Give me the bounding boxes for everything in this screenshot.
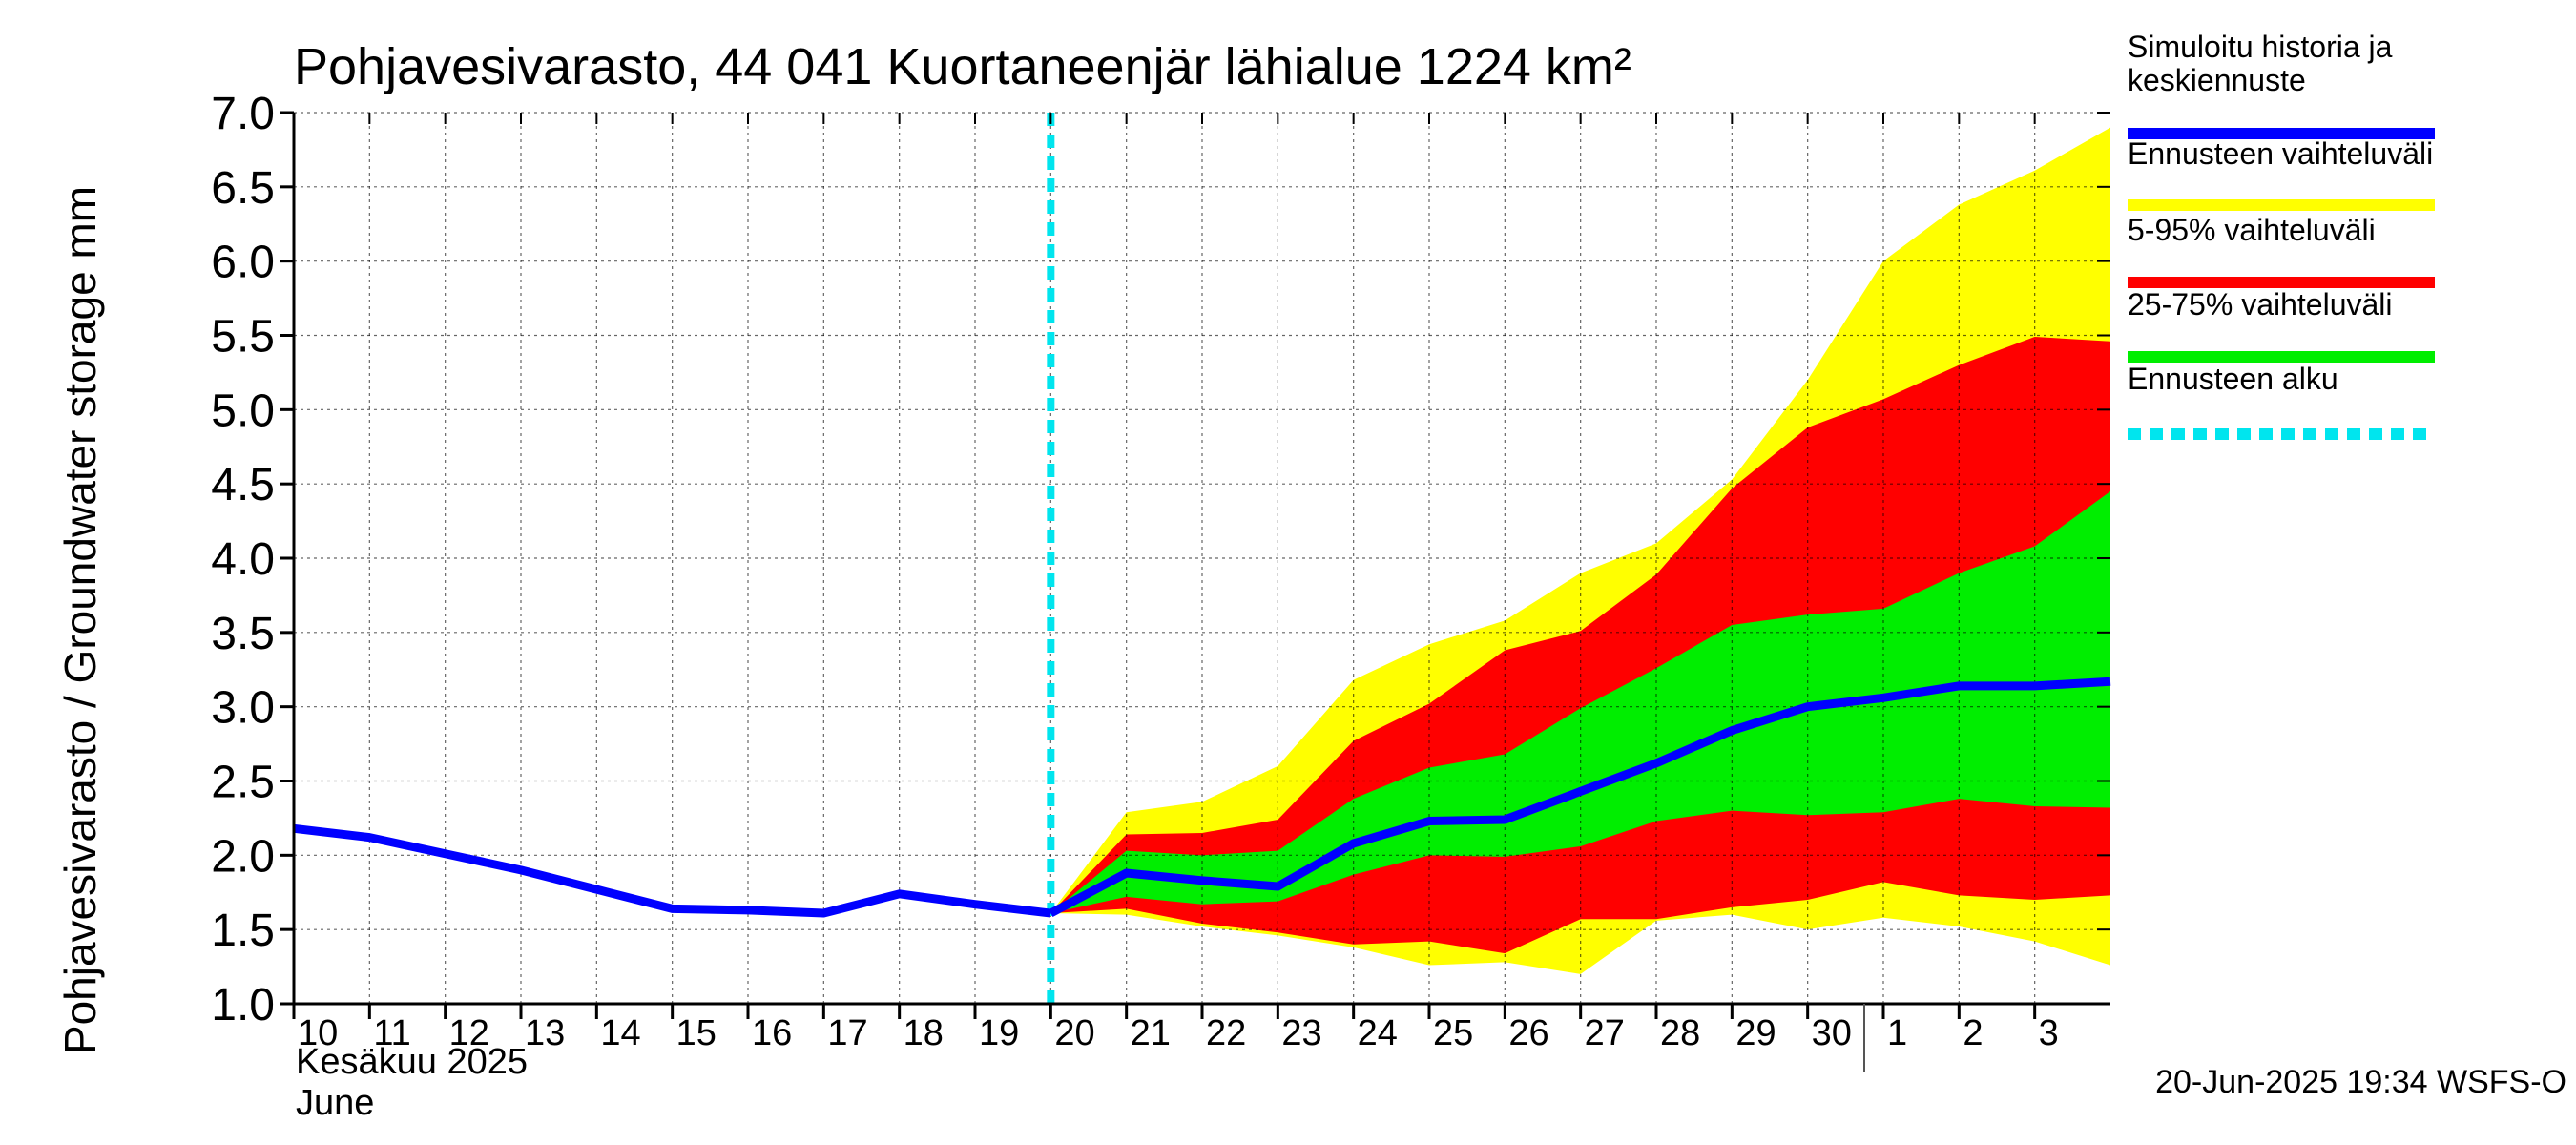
x-tick-label: 23 (1281, 1013, 1321, 1053)
footer-timestamp: 20-Jun-2025 19:34 WSFS-O (2155, 1064, 2566, 1100)
x-tick-label: 15 (676, 1013, 717, 1053)
legend-label: Ennusteen vaihteluväli (2128, 136, 2433, 171)
x-tick-label: 2 (1963, 1013, 1983, 1053)
chart-title: Pohjavesivarasto, 44 041 Kuortaneenjär l… (294, 38, 1631, 95)
x-tick-label: 13 (525, 1013, 565, 1053)
x-tick-label: 30 (1812, 1013, 1852, 1053)
x-tick-label: 26 (1508, 1013, 1548, 1053)
y-tick-label: 4.5 (211, 460, 275, 510)
legend: Simuloitu historia jakeskiennusteEnnuste… (2128, 30, 2435, 440)
legend-item: 5-95% vaihteluväli (2128, 213, 2435, 288)
x-tick-label: 21 (1131, 1013, 1171, 1053)
x-tick-label: 25 (1433, 1013, 1473, 1053)
x-axis-month-label: Kesäkuu 2025 (296, 1042, 528, 1082)
x-tick-label: 3 (2039, 1013, 2059, 1053)
history-line (293, 823, 1051, 918)
y-tick-label: 2.5 (211, 758, 275, 808)
legend-item: Ennusteen vaihteluväli (2128, 136, 2435, 211)
x-tick-label: 28 (1660, 1013, 1700, 1053)
legend-label: Simuloitu historia ja (2128, 30, 2393, 64)
y-axis-label: Pohjavesivarasto / Groundwater storage m… (55, 186, 105, 1054)
x-axis-month-label-english: June (296, 1083, 374, 1123)
y-tick-label: 1.5 (211, 906, 275, 956)
y-tick-label: 5.0 (211, 385, 275, 436)
x-tick-label: 29 (1735, 1013, 1776, 1053)
y-tick-label: 7.0 (211, 89, 275, 139)
x-tick-label: 16 (752, 1013, 792, 1053)
percentile-25-75-band (1050, 490, 2110, 914)
y-tick-label: 6.5 (211, 163, 275, 214)
x-tick-label: 10 (298, 1013, 338, 1053)
y-tick-label: 5.5 (211, 312, 275, 363)
plot-area (293, 112, 2111, 1005)
forecast-median-line (1049, 677, 2111, 918)
y-tick-label: 6.0 (211, 238, 275, 288)
x-tick-label: 24 (1358, 1013, 1398, 1053)
legend-label: Ennusteen alku (2128, 362, 2338, 396)
x-tick-label: 12 (449, 1013, 489, 1053)
legend-label: 25-75% vaihteluväli (2128, 287, 2393, 322)
y-tick-label: 4.0 (211, 534, 275, 585)
y-tick-label: 3.5 (211, 609, 275, 659)
y-tick-label: 2.0 (211, 831, 275, 882)
x-tick-label: 20 (1054, 1013, 1094, 1053)
axes: 1.0 1.5 2.0 2.5 3.0 3.5 4.0 4.5 5.0 5.5 6.0 6.5 7.0 1… (211, 89, 2110, 1072)
y-tick-label: 1.0 (211, 980, 275, 1030)
x-tick-label: 11 (373, 1013, 410, 1053)
x-tick-label: 19 (979, 1013, 1019, 1053)
x-tick-label: 18 (904, 1013, 944, 1053)
legend-item: 25-75% vaihteluväli (2128, 287, 2435, 363)
x-tick-label: 14 (600, 1013, 640, 1053)
x-tick-label: 22 (1206, 1013, 1246, 1053)
legend-label: 5-95% vaihteluväli (2128, 213, 2376, 247)
legend-item: Ennusteen alku (2128, 362, 2435, 440)
x-tick-label: 17 (827, 1013, 867, 1053)
legend-label: keskiennuste (2128, 63, 2306, 97)
x-tick-label: 1 (1887, 1013, 1907, 1053)
y-tick-label: 3.0 (211, 683, 275, 734)
x-tick-label: 27 (1585, 1013, 1625, 1053)
